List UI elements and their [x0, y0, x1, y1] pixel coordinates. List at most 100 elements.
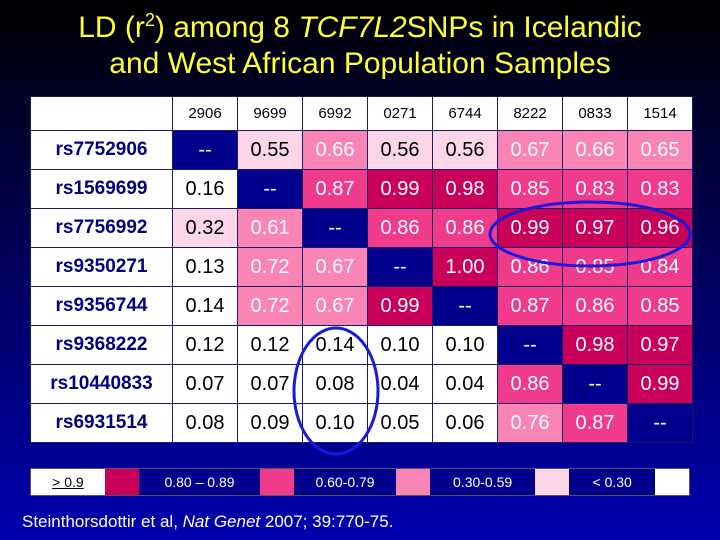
- table-row: rs1569699 0.16 -- 0.87 0.99 0.98 0.85 0.83 0.83: [30, 169, 693, 209]
- legend-label: > 0.9: [31, 469, 105, 495]
- ld-cell: 0.04: [367, 364, 433, 404]
- ld-cell: --: [432, 286, 498, 326]
- column-header: 0833: [562, 96, 628, 131]
- ld-cell: 0.83: [627, 169, 693, 209]
- ld-cell: 0.61: [237, 208, 303, 248]
- gene-name: TCF7L2: [298, 11, 407, 44]
- ld-cell: 0.86: [367, 208, 433, 248]
- ld-cell: 0.66: [302, 130, 368, 170]
- ld-cell: 0.55: [237, 130, 303, 170]
- ld-cell: 0.97: [562, 208, 628, 248]
- snp-label: rs7756992: [30, 208, 173, 248]
- legend-label: < 0.30: [569, 469, 656, 495]
- ld-cell: 0.66: [562, 130, 628, 170]
- table-row: rs7752906 -- 0.55 0.66 0.56 0.56 0.67 0.66 0.65: [30, 130, 693, 170]
- title-line-1: LD (r2) among 8 TCF7L2SNPs in Icelandic: [78, 10, 642, 44]
- ld-cell: 0.84: [627, 247, 693, 287]
- ld-cell: 0.14: [302, 325, 368, 365]
- ld-cell: 0.99: [367, 169, 433, 209]
- ld-cell: --: [172, 130, 238, 170]
- legend-swatch: [104, 469, 139, 495]
- ld-cell: 0.67: [497, 130, 563, 170]
- ld-cell: 0.99: [367, 286, 433, 326]
- ld-cell: 0.87: [497, 286, 563, 326]
- ld-cell: 0.14: [172, 286, 238, 326]
- ld-cell: 0.67: [302, 286, 368, 326]
- ld-cell: 0.04: [432, 364, 498, 404]
- ld-cell: 0.32: [172, 208, 238, 248]
- column-header: 8222: [497, 96, 563, 131]
- citation-journal: Nat Genet: [182, 512, 261, 531]
- legend-label: 0.60-0.79: [294, 469, 396, 495]
- table-row: rs10440833 0.07 0.07 0.08 0.04 0.04 0.86 -- 0.99: [30, 364, 693, 404]
- ld-cell: 0.09: [237, 403, 303, 443]
- header-row: 2906 9699 6992 0271 6744 8222 0833 1514: [30, 96, 693, 131]
- ld-cell: 0.12: [172, 325, 238, 365]
- legend-label: 0.80 – 0.89: [138, 469, 261, 495]
- column-header: 6992: [302, 96, 368, 131]
- ld-cell: 0.13: [172, 247, 238, 287]
- ld-cell: 0.10: [367, 325, 433, 365]
- ld-cell: 0.08: [172, 403, 238, 443]
- citation: Steinthorsdottir et al, Nat Genet 2007; …: [22, 512, 394, 531]
- ld-cell: 0.85: [497, 169, 563, 209]
- ld-cell: 1.00: [432, 247, 498, 287]
- snp-label: rs7752906: [30, 130, 173, 170]
- ld-cell: 0.08: [302, 364, 368, 404]
- table-row: rs7756992 0.32 0.61 -- 0.86 0.86 0.99 0.97 0.96: [30, 208, 693, 248]
- ld-cell: 0.98: [432, 169, 498, 209]
- ld-cell: 0.07: [172, 364, 238, 404]
- table-row: rs6931514 0.08 0.09 0.10 0.05 0.06 0.76 0.87 --: [30, 403, 693, 443]
- corner-cell: [30, 96, 173, 131]
- ld-cell: 0.99: [497, 208, 563, 248]
- snp-label: rs10440833: [30, 364, 173, 404]
- ld-cell: 0.99: [627, 364, 693, 404]
- snp-label: rs6931514: [30, 403, 173, 443]
- ld-cell: 0.10: [302, 403, 368, 443]
- ld-cell: 0.72: [237, 247, 303, 287]
- ld-cell: 0.06: [432, 403, 498, 443]
- snp-label: rs9368222: [30, 325, 173, 365]
- legend-swatch: [655, 469, 689, 495]
- legend-swatch: [535, 469, 570, 495]
- ld-cell: 0.72: [237, 286, 303, 326]
- ld-cell: 0.87: [302, 169, 368, 209]
- ld-cell: 0.16: [172, 169, 238, 209]
- ld-cell: --: [562, 364, 628, 404]
- ld-matrix-table: 2906 9699 6992 0271 6744 8222 0833 1514 rs775290…: [30, 96, 693, 443]
- ld-cell: 0.83: [562, 169, 628, 209]
- ld-cell: 0.10: [432, 325, 498, 365]
- snp-label: rs9350271: [30, 247, 173, 287]
- ld-cell: 0.56: [367, 130, 433, 170]
- ld-cell: 0.87: [562, 403, 628, 443]
- legend-swatch: [260, 469, 295, 495]
- ld-cell: 0.07: [237, 364, 303, 404]
- ld-cell: 0.86: [432, 208, 498, 248]
- ld-cell: 0.86: [497, 364, 563, 404]
- column-header: 1514: [627, 96, 693, 131]
- ld-cell: --: [497, 325, 563, 365]
- ld-cell: --: [367, 247, 433, 287]
- ld-cell: --: [302, 208, 368, 248]
- slide-title: LD (r2) among 8 TCF7L2SNPs in Icelandic …: [0, 10, 720, 82]
- ld-cell: 0.65: [627, 130, 693, 170]
- table-row: rs9350271 0.13 0.72 0.67 -- 1.00 0.86 0.85 0.84: [30, 247, 693, 287]
- column-header: 9699: [237, 96, 303, 131]
- ld-cell: 0.12: [237, 325, 303, 365]
- ld-cell: 0.86: [497, 247, 563, 287]
- table-row: rs9356744 0.14 0.72 0.67 0.99 -- 0.87 0.86 0.85: [30, 286, 693, 326]
- column-header: 2906: [172, 96, 238, 131]
- title-line-2: and West African Population Samples: [109, 47, 611, 80]
- ld-cell: --: [627, 403, 693, 443]
- ld-cell: 0.96: [627, 208, 693, 248]
- snp-label: rs1569699: [30, 169, 173, 209]
- legend-swatch: [395, 469, 430, 495]
- color-legend: > 0.9 0.80 – 0.89 0.60-0.79 0.30-0.59 < 0.30: [30, 468, 690, 496]
- ld-cell: 0.85: [627, 286, 693, 326]
- snp-label: rs9356744: [30, 286, 173, 326]
- ld-cell: 0.85: [562, 247, 628, 287]
- ld-cell: 0.56: [432, 130, 498, 170]
- column-header: 6744: [432, 96, 498, 131]
- ld-cell: 0.05: [367, 403, 433, 443]
- ld-cell: 0.76: [497, 403, 563, 443]
